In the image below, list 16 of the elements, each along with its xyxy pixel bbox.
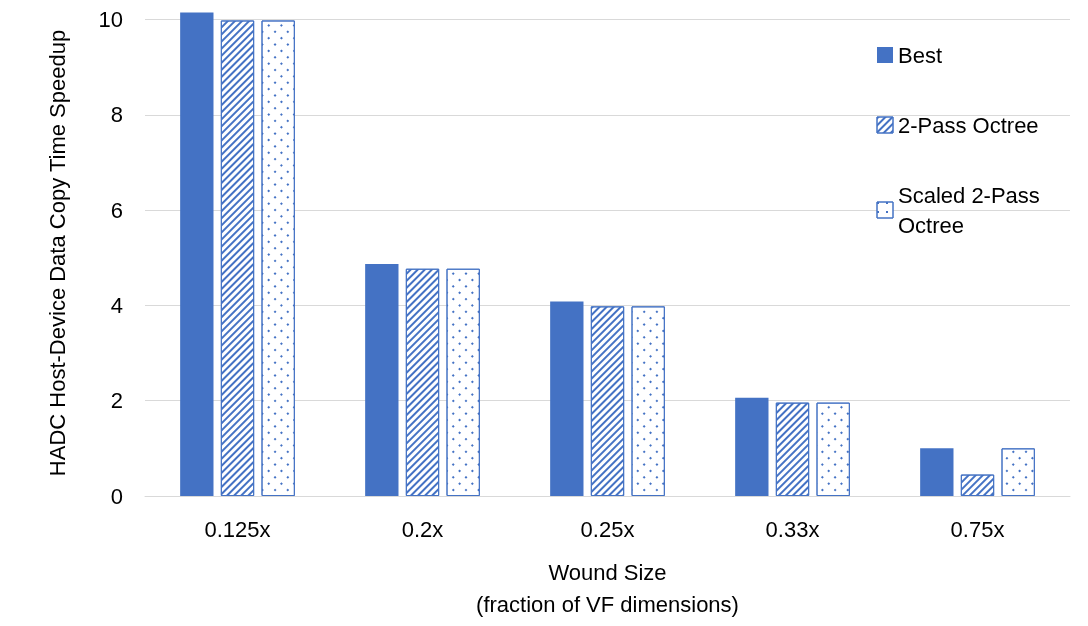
y-axis-title: HADC Host-Device Data Copy Time Speedup — [44, 29, 70, 477]
y-tick-label: 0 — [110, 483, 123, 509]
legend-label: 2-Pass Octree — [898, 112, 1039, 138]
y-tick-label: 10 — [98, 7, 123, 33]
legend-label: Best — [898, 42, 943, 68]
y-tick-label: 8 — [110, 102, 123, 128]
legend-label: Scaled 2-Pass Octree — [898, 182, 1046, 238]
x-tick-label: 0.25x — [580, 516, 635, 542]
x-tick-label: 0.75x — [950, 516, 1005, 542]
y-tick-label: 6 — [110, 197, 123, 223]
x-tick-label: 0.33x — [765, 516, 820, 542]
y-tick-label: 2 — [110, 388, 123, 414]
x-tick-label: 0.125x — [204, 516, 271, 542]
x-axis-title: Wound Size (fraction of VF dimensions) — [476, 559, 739, 617]
x-tick-label: 0.2x — [401, 516, 444, 542]
y-tick-label: 4 — [110, 292, 123, 318]
